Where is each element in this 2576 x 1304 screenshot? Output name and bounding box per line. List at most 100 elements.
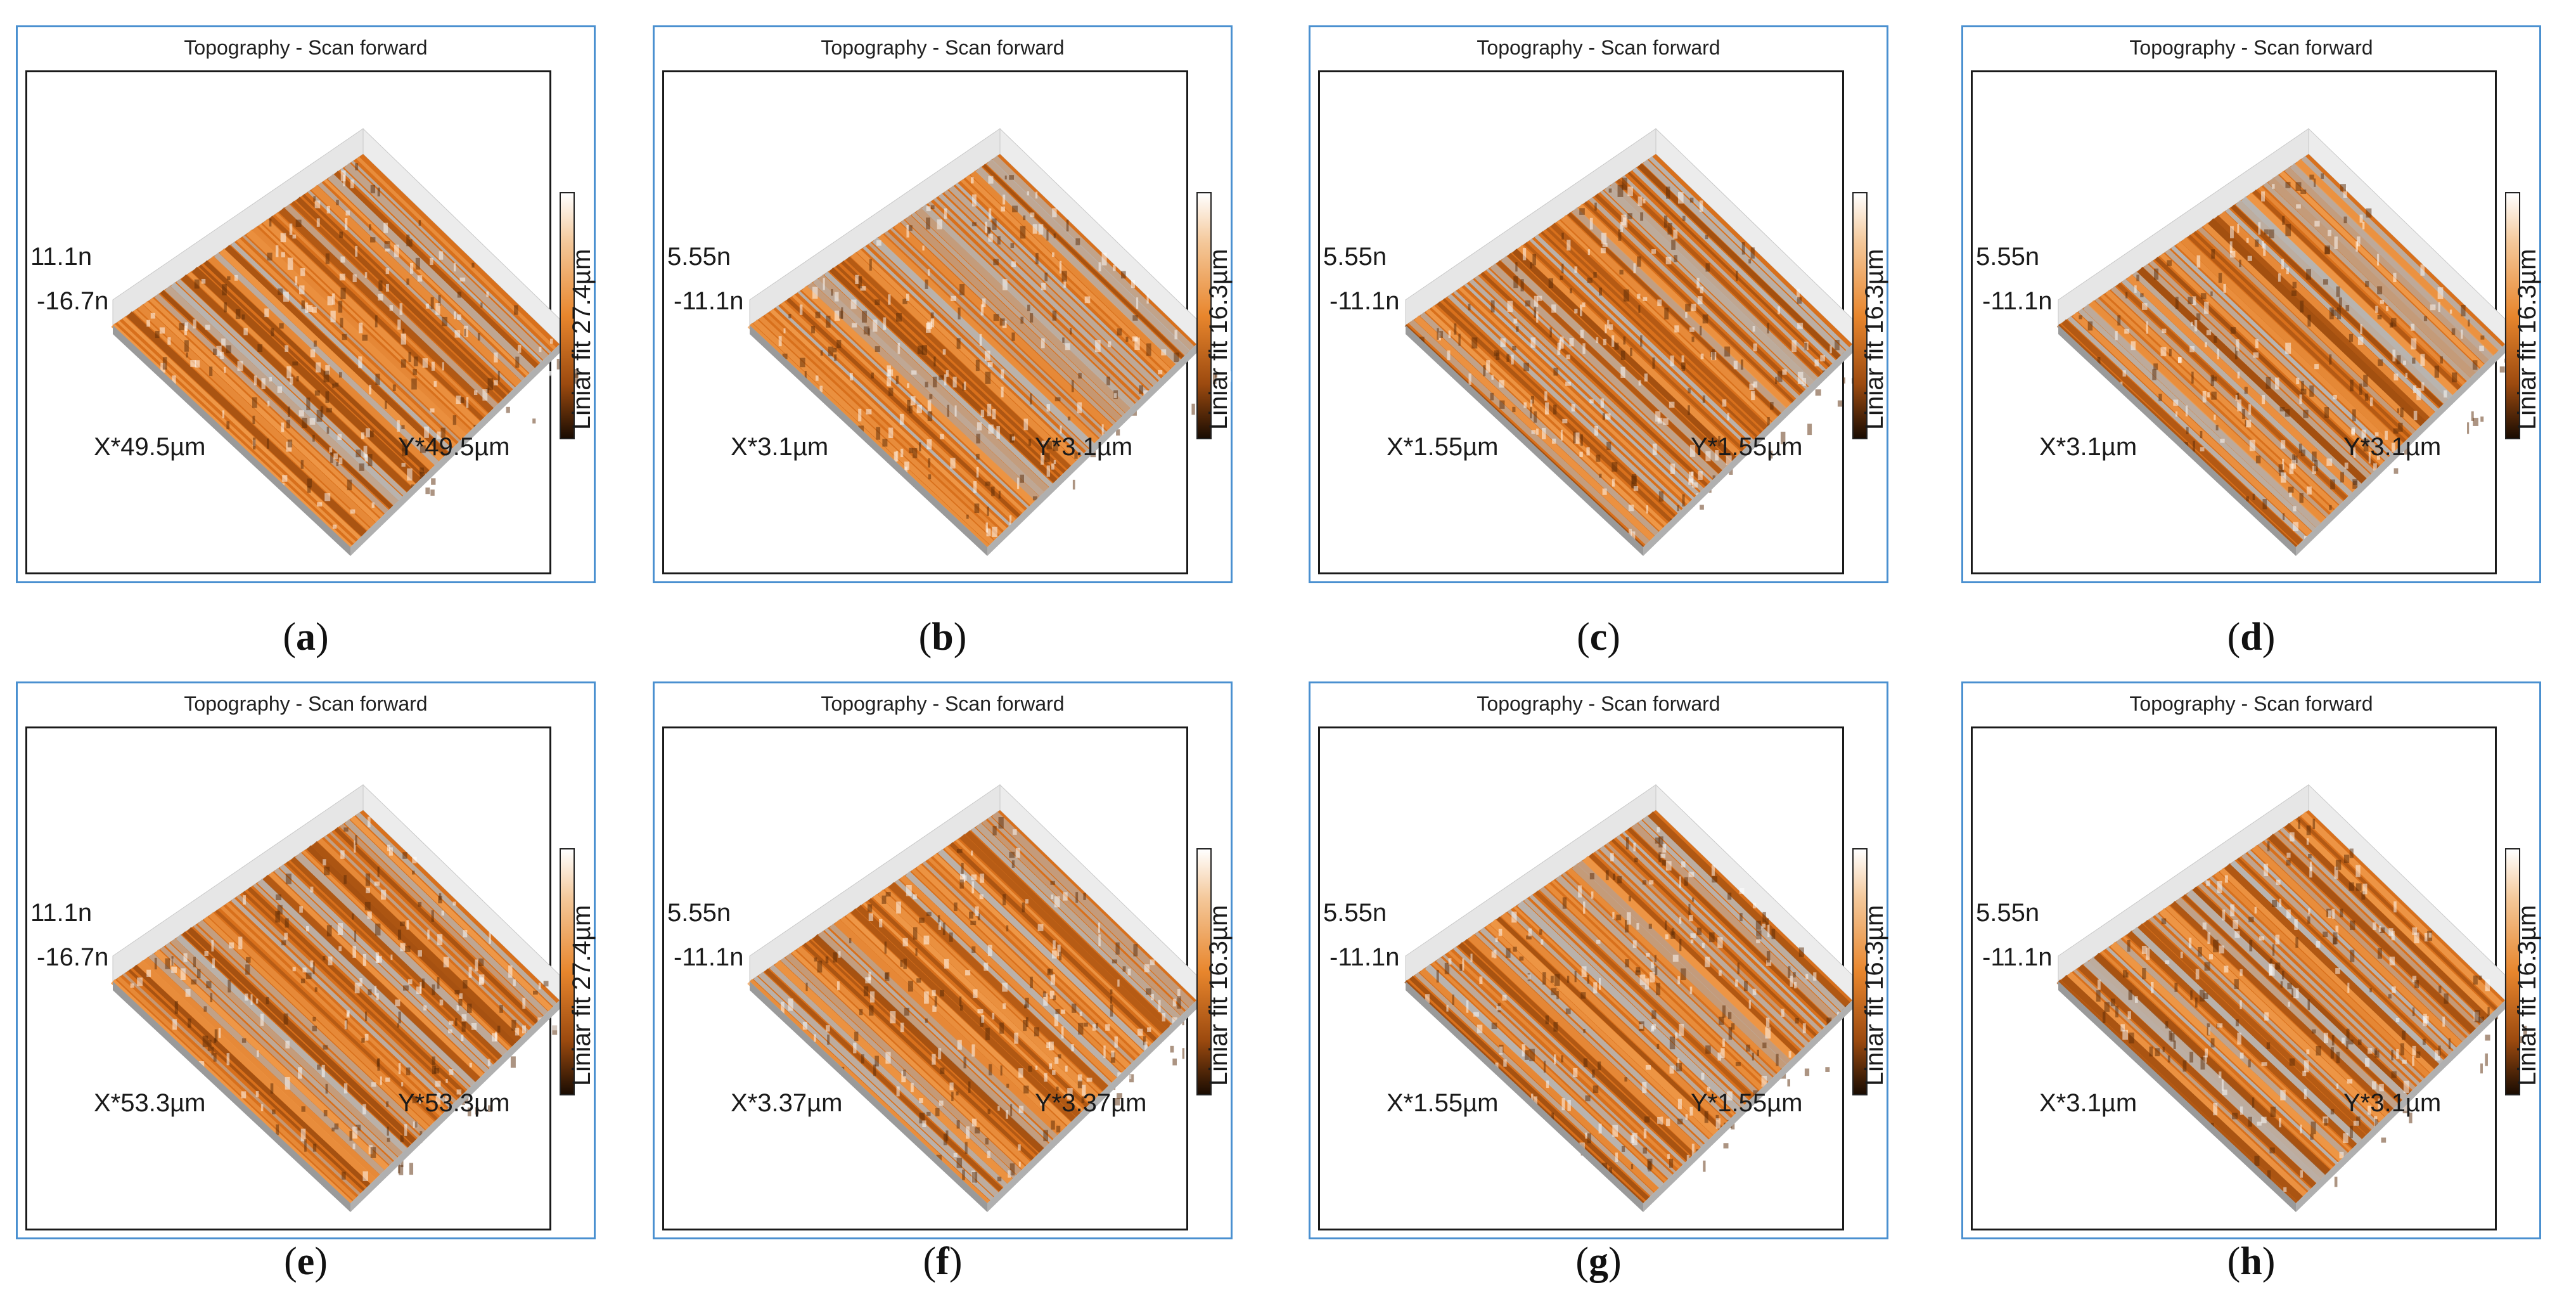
surface-speckle bbox=[782, 353, 788, 359]
surface-speckle bbox=[1439, 331, 1444, 338]
surface-speckle bbox=[2345, 305, 2350, 312]
surface-speckle bbox=[1614, 342, 1619, 350]
surface-speckle bbox=[1011, 261, 1016, 268]
surface-speckle bbox=[384, 241, 390, 249]
surface-speckle bbox=[1550, 976, 1554, 983]
surface-speckle bbox=[2362, 883, 2368, 894]
surface-speckle bbox=[2200, 293, 2207, 300]
surface-speckle bbox=[1051, 1120, 1055, 1130]
surface-speckle bbox=[305, 302, 308, 314]
surface-speckle bbox=[2190, 990, 2193, 1000]
surface-speckle bbox=[1702, 395, 1705, 403]
z-top-label: 5.55n bbox=[1976, 243, 2040, 271]
surface-speckle bbox=[2355, 241, 2359, 252]
surface-speckle bbox=[306, 397, 311, 411]
surface-streak bbox=[143, 957, 380, 1179]
surface-speckle bbox=[2191, 321, 2193, 326]
surface-speckle bbox=[1534, 295, 1539, 307]
surface-speckle bbox=[900, 448, 904, 458]
surface-streak bbox=[2061, 319, 2303, 545]
surface-speckle bbox=[1001, 206, 1005, 212]
surface-speckle bbox=[1160, 408, 1163, 421]
surface-speckle bbox=[2115, 1005, 2118, 1017]
surface-speckle bbox=[300, 1128, 306, 1142]
front-face-right bbox=[2296, 344, 2505, 556]
surface-speckle bbox=[305, 972, 312, 979]
surface-speckle bbox=[1078, 373, 1082, 379]
surface-speckle bbox=[267, 252, 272, 261]
surface-speckle bbox=[1580, 992, 1586, 999]
surface-speckle bbox=[1669, 1158, 1674, 1168]
surface-speckle bbox=[1022, 902, 1025, 913]
surface-speckle bbox=[1787, 1079, 1790, 1087]
surface-speckle bbox=[1117, 1093, 1122, 1099]
surface-speckle bbox=[397, 1161, 400, 1174]
surface-streak bbox=[840, 261, 1066, 474]
surface-speckle bbox=[1657, 417, 1663, 424]
surface-streak bbox=[2106, 946, 2338, 1165]
surface-speckle bbox=[1637, 196, 1643, 206]
surface-speckle bbox=[324, 867, 330, 875]
surface-speckle bbox=[781, 1002, 785, 1014]
surface-speckle bbox=[1700, 505, 1704, 510]
surface-speckle bbox=[908, 225, 913, 231]
surface-speckle bbox=[1536, 429, 1539, 435]
surface-speckle bbox=[1642, 1081, 1647, 1094]
surface-speckle bbox=[1781, 1009, 1785, 1017]
surface-speckle bbox=[1001, 369, 1004, 378]
panel-title: Topography - Scan forward bbox=[821, 692, 1065, 715]
surface-speckle bbox=[1466, 1000, 1469, 1013]
surface-speckle bbox=[538, 983, 541, 990]
surface-speckle bbox=[1699, 200, 1703, 212]
surface-speckle bbox=[1591, 891, 1594, 899]
surface-speckle bbox=[352, 1126, 358, 1139]
surface-speckle bbox=[858, 276, 862, 288]
surface-speckle bbox=[167, 337, 171, 345]
surface-speckle bbox=[1665, 256, 1672, 264]
surface-speckle bbox=[543, 981, 549, 987]
surface-speckle bbox=[186, 352, 188, 358]
surface-speckle bbox=[480, 302, 483, 308]
surface-speckle bbox=[1002, 983, 1008, 992]
surface-speckle bbox=[958, 307, 961, 320]
surface-streak bbox=[286, 861, 497, 1064]
surface-speckle bbox=[1052, 310, 1057, 321]
surface-speckle bbox=[1061, 1009, 1066, 1014]
surface-speckle bbox=[906, 294, 909, 301]
surface-speckle bbox=[466, 446, 470, 456]
surface-streak bbox=[884, 231, 1103, 439]
surface-speckle bbox=[2423, 1016, 2429, 1024]
surface-speckle bbox=[2236, 392, 2240, 400]
surface-speckle bbox=[385, 268, 390, 274]
surface-speckle bbox=[276, 894, 281, 901]
surface-speckle bbox=[2300, 1125, 2302, 1133]
caption-close-paren: ) bbox=[953, 616, 967, 659]
surface-speckle bbox=[1561, 1098, 1565, 1111]
surface-speckle bbox=[919, 917, 925, 923]
surface-speckle bbox=[2279, 1118, 2281, 1128]
surface-streak bbox=[764, 313, 1003, 536]
surface-streak bbox=[2295, 158, 2499, 356]
surface-speckle bbox=[1046, 1042, 1050, 1049]
surface-streak bbox=[1453, 290, 1686, 509]
surface-speckle bbox=[1526, 935, 1532, 939]
surface-speckle bbox=[340, 287, 346, 299]
surface-speckle bbox=[241, 1091, 247, 1099]
surface-speckle bbox=[2235, 395, 2238, 401]
surface-speckle bbox=[1663, 216, 1668, 228]
surface-speckle bbox=[229, 942, 234, 949]
panel-b: Topography - Scan forward 5.55n -11.1n X*3.… bbox=[653, 25, 1233, 583]
surface-speckle bbox=[2300, 300, 2304, 313]
surface-speckle bbox=[2420, 264, 2425, 276]
surface-speckle bbox=[1802, 1023, 1806, 1033]
surface-speckle bbox=[180, 968, 186, 981]
surface-speckle bbox=[2280, 981, 2283, 988]
surface-speckle bbox=[1044, 1073, 1048, 1082]
surface-speckle bbox=[1723, 1143, 1729, 1149]
front-face-right bbox=[350, 344, 560, 556]
surface-speckle bbox=[911, 370, 917, 375]
surface-speckle bbox=[1664, 307, 1669, 320]
surface-streak bbox=[1545, 882, 1764, 1090]
surface-speckle bbox=[2338, 297, 2342, 307]
surface-speckle bbox=[971, 1118, 977, 1126]
